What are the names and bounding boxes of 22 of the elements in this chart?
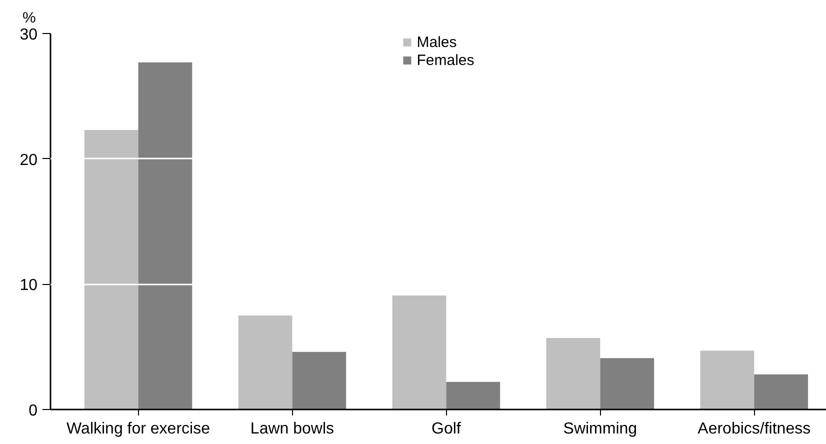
- x-tick-label: Golf: [432, 420, 462, 438]
- y-tick-label: 10: [20, 277, 38, 294]
- bar: [238, 316, 292, 410]
- bar: [700, 350, 754, 410]
- x-tick-label: Lawn bowls: [250, 420, 334, 438]
- legend-label: Males: [416, 33, 457, 51]
- y-tick-label: 30: [20, 26, 38, 44]
- bar: [600, 358, 654, 410]
- y-axis-title: %: [22, 10, 36, 26]
- bar: [446, 382, 500, 410]
- y-tick-label: 20: [20, 152, 38, 169]
- x-tick-label: Swimming: [563, 420, 638, 438]
- x-tick-label: Walking for exercise: [66, 420, 210, 438]
- bar: [546, 338, 600, 410]
- bar: [84, 130, 138, 410]
- bar: [754, 374, 808, 410]
- bar: [292, 352, 346, 410]
- y-tick-label: 0: [28, 402, 38, 420]
- x-tick-label: Aerobics/fitness: [698, 420, 811, 438]
- legend-label: Females: [416, 51, 474, 69]
- bar: [392, 295, 446, 410]
- bar: [138, 62, 192, 410]
